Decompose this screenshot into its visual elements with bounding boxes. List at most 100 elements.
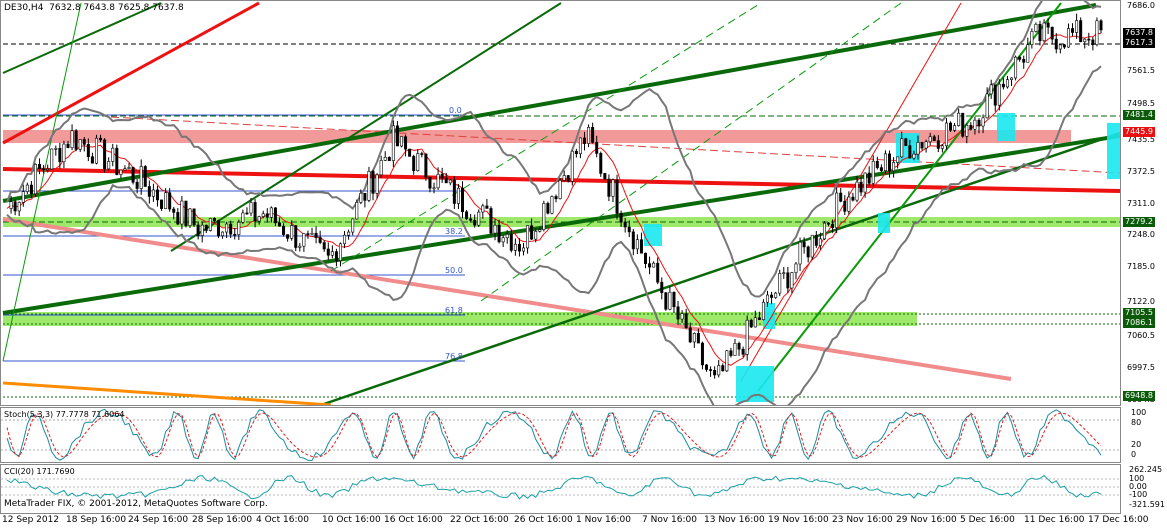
candle-body [42,168,46,171]
candle-body [684,313,688,329]
candle-body [200,224,204,236]
candle-body [916,142,920,155]
candle-body [977,119,981,127]
green-dashed-diag-1 [330,2,762,272]
candle-body [269,207,273,218]
candle-body [652,262,656,268]
candle-body [448,179,452,184]
candle-body [587,127,591,144]
candle-body [412,156,416,172]
candle-body [875,160,879,168]
candle-body [208,218,212,231]
stoch-tick-100: 100 [1131,408,1147,417]
candle-body [237,221,241,235]
candle-body [989,84,993,95]
candle-body [322,242,326,250]
price-label: 7637.8 [1123,28,1155,38]
candle-body [957,112,961,126]
candle-body [961,112,965,137]
candle-body [440,173,444,179]
time-axis: 12 Sep 2012 18 Sep 16:00 24 Sep 16:00 28 Se… [0,514,1167,528]
candle-body [1095,20,1099,45]
candle-body [436,173,440,189]
candle-body [416,153,420,172]
bb-upper [6,0,1102,298]
candle-body [33,164,37,195]
time-tick: 12 Sep 2012 [2,515,60,525]
stoch-tick-20: 20 [1131,440,1142,449]
candle-body [745,319,749,355]
candle-body [721,365,725,372]
candle-body [741,348,745,355]
candle-body [302,233,306,247]
green-thin-steep [2,2,82,362]
candle-body [859,181,863,193]
candle-body [700,342,704,366]
price-axis: 7686.07623.57561.57498.57435.57372.57311… [1121,0,1167,406]
candle-body [1054,38,1058,50]
candle-body [127,167,131,169]
candle-body [696,333,700,344]
candle-body [786,272,790,289]
time-tick: 19 Nov 16:00 [768,515,829,525]
candle-body [1062,44,1066,48]
cci-line [6,474,1102,500]
candle-body [566,175,570,182]
candle-body [261,213,265,217]
candle-body [1099,20,1103,31]
time-tick: 29 Nov 16:00 [896,515,957,525]
candle-body [664,292,668,310]
stochastic-canvas [1,408,1120,462]
price-label: 7105.5 [1123,308,1155,318]
candle-body [13,201,17,212]
candle-body [90,156,94,164]
candle-body [1071,28,1075,33]
fib-label-0: 0.0 [449,106,462,115]
candle-body [770,294,774,298]
orange-trend-line [2,381,332,407]
highlight-box-1 [644,224,662,246]
main-chart-canvas[interactable]: 0.0 38.2 50.0 61.8 76.8 [1,0,1121,414]
candle-body [66,143,70,148]
candle-body [229,223,233,235]
candle-body [831,223,835,229]
candle-body [103,139,107,170]
bb-lower [6,65,1102,414]
stochastic-panel[interactable]: Stoch(5,3,3) 77.7778 71.6064 [0,407,1121,463]
candle-body [924,141,928,149]
candle-body [155,189,159,201]
candle-body [656,262,660,283]
ohlc-values: 7632.8 7643.8 7625.8 7637.8 [49,3,184,13]
candle-body [981,117,985,127]
candle-body [347,231,351,236]
main-chart-panel[interactable]: 0.0 38.2 50.0 61.8 76.8 DE30,H4 7632.8 7… [0,0,1121,414]
price-tick: 7498.5 [1127,99,1155,108]
candle-body [1001,83,1005,88]
candle-body [70,130,74,148]
green-dashed-diag-2 [480,2,902,302]
time-tick: 7 Nov 16:00 [642,515,697,525]
candle-body [180,200,184,225]
price-tick: 7435.5 [1127,135,1155,144]
candle-body [391,125,395,161]
candle-body [452,179,456,204]
candle-body [542,203,546,230]
candle-body [1038,23,1042,42]
candle-body [908,145,912,159]
candle-body [375,174,379,194]
candle-body [1014,56,1018,79]
candle-body [725,350,729,372]
time-tick: 11 Dec 16:00 [1024,515,1085,525]
candle-body [363,192,367,201]
candle-body [1046,22,1050,28]
candle-body [1066,28,1070,48]
candle-body [330,251,334,256]
candle-body [627,226,631,233]
candle-body [920,142,924,149]
cci-panel[interactable]: CCI(20) 171.7690 MetaTrader FIX, © 2001-… [0,464,1121,514]
price-tick: 7185.0 [1127,262,1155,271]
candle-body [806,246,810,258]
candle-body [233,233,237,236]
copyright-text: MetaTrader FIX, © 2001-2012, MetaQuotes … [4,499,268,509]
cci-tick-min: -321.591 [1129,500,1165,509]
